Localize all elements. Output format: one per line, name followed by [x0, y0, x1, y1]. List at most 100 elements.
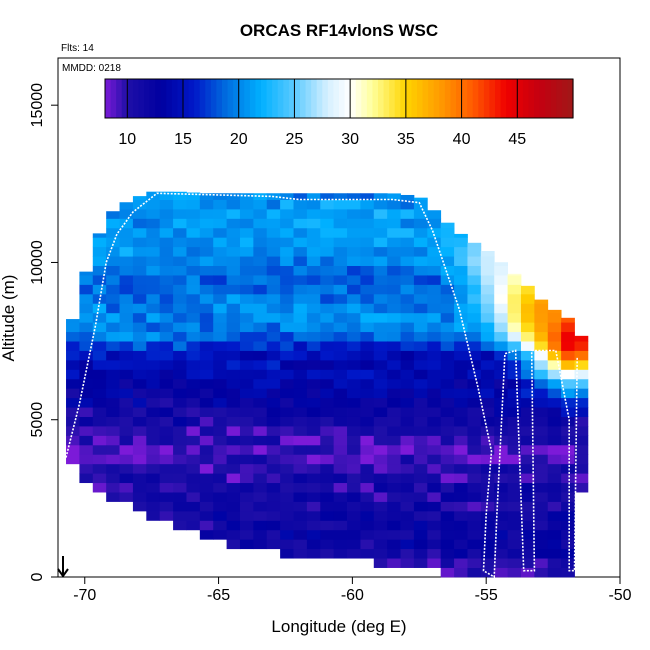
- heatmap-cell: [467, 275, 482, 285]
- heatmap-cell: [387, 492, 401, 502]
- heatmap-cell: [132, 227, 147, 238]
- heatmap-cell: [413, 284, 428, 295]
- heatmap-cell: [226, 265, 241, 276]
- heatmap-cell: [146, 218, 161, 229]
- heatmap-cell: [253, 341, 268, 351]
- heatmap-cell: [226, 322, 241, 333]
- heatmap-cell: [173, 510, 187, 521]
- heatmap-cell: [320, 322, 335, 333]
- heatmap-cell: [333, 463, 348, 474]
- heatmap-cell: [454, 293, 468, 304]
- heatmap-cell: [387, 482, 401, 493]
- heatmap-cell: [400, 227, 415, 238]
- heatmap-cell: [440, 256, 455, 266]
- heatmap-cell: [146, 275, 161, 285]
- heatmap-cell: [106, 388, 120, 399]
- heatmap-cell: [534, 501, 549, 512]
- heatmap-cell: [480, 444, 495, 455]
- heatmap-cell: [106, 284, 120, 295]
- heatmap-cell: [159, 492, 174, 502]
- heatmap-cell: [132, 256, 147, 266]
- heatmap-cell: [280, 463, 294, 474]
- heatmap-cell: [427, 426, 442, 436]
- heatmap-cell: [534, 463, 549, 474]
- heatmap-cell: [561, 369, 575, 380]
- heatmap-cell: [253, 378, 268, 389]
- heatmap-cell: [320, 416, 335, 427]
- heatmap-cell: [239, 246, 254, 257]
- heatmap-cell: [427, 520, 442, 531]
- heatmap-cell: [507, 426, 522, 436]
- heatmap-cell: [534, 567, 549, 578]
- heatmap-cell: [547, 397, 562, 408]
- heatmap-cell: [199, 454, 214, 465]
- heatmap-cell: [400, 454, 415, 465]
- heatmap-cell: [427, 407, 442, 417]
- heatmap-cell: [92, 407, 107, 417]
- heatmap-cell: [199, 501, 214, 512]
- heatmap-cell: [494, 284, 508, 295]
- heatmap-cell: [480, 341, 495, 351]
- heatmap-cell: [293, 397, 308, 408]
- heatmap-cell: [253, 397, 268, 408]
- heatmap-cell: [373, 426, 388, 436]
- heatmap-cell: [413, 473, 428, 484]
- heatmap-cell: [239, 331, 254, 342]
- heatmap-cell: [387, 378, 401, 389]
- heatmap-cell: [306, 454, 321, 465]
- heatmap-cell: [480, 416, 495, 427]
- heatmap-cell: [226, 529, 241, 540]
- heatmap-cell: [132, 426, 147, 436]
- heatmap-cell: [199, 341, 214, 351]
- heatmap-cell: [360, 492, 375, 502]
- heatmap-cell: [239, 359, 254, 370]
- heatmap-cell: [480, 435, 495, 446]
- heatmap-cell: [280, 218, 294, 229]
- heatmap-cell: [387, 539, 401, 550]
- heatmap-cell: [106, 426, 120, 436]
- heatmap-cell: [306, 359, 321, 370]
- heatmap-cell: [320, 510, 335, 521]
- heatmap-cell: [119, 482, 134, 493]
- heatmap-cell: [440, 388, 455, 399]
- heatmap-cell: [480, 558, 495, 568]
- colorbar-segment: [500, 79, 507, 118]
- heatmap-cell: [427, 350, 442, 361]
- heatmap-cell: [199, 322, 214, 333]
- heatmap-cell: [467, 388, 482, 399]
- heatmap-cell: [347, 426, 361, 436]
- heatmap-cell: [534, 388, 549, 399]
- heatmap-cell: [333, 331, 348, 342]
- heatmap-cell: [547, 558, 562, 568]
- heatmap-cell: [413, 435, 428, 446]
- heatmap-cell: [92, 246, 107, 257]
- heatmap-cell: [494, 262, 508, 266]
- heatmap-cell: [293, 473, 308, 484]
- heatmap-cell: [440, 275, 455, 285]
- heatmap-cell: [561, 322, 575, 333]
- colorbar-segment: [300, 79, 307, 118]
- heatmap-cell: [253, 275, 268, 285]
- heatmap-cell: [320, 312, 335, 323]
- heatmap-cell: [79, 271, 94, 276]
- x-tick-label: -55: [475, 587, 498, 604]
- heatmap-cell: [333, 548, 348, 559]
- heatmap-cell: [226, 359, 241, 370]
- heatmap-cell: [561, 416, 575, 427]
- heatmap-cell: [293, 378, 308, 389]
- heatmap-cell: [320, 378, 335, 389]
- heatmap-cell: [186, 369, 201, 380]
- heatmap-cell: [547, 350, 562, 361]
- heatmap-cell: [333, 529, 348, 540]
- heatmap-cell: [293, 199, 308, 210]
- heatmap-cell: [480, 251, 495, 257]
- heatmap-cell: [347, 510, 361, 521]
- heatmap-cell: [119, 341, 134, 351]
- heatmap-cell: [213, 369, 227, 380]
- heatmap-cell: [413, 501, 428, 512]
- heatmap-cell: [132, 463, 147, 474]
- heatmap-cell: [347, 350, 361, 361]
- x-axis-label: Longitude (deg E): [271, 617, 406, 636]
- heatmap-cell: [547, 416, 562, 427]
- heatmap-cell: [293, 312, 308, 323]
